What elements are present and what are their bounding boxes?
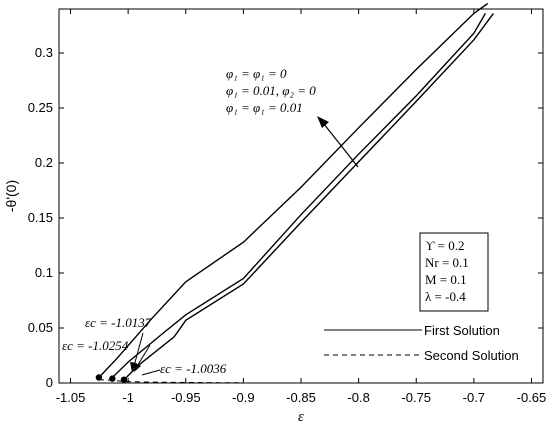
param-arrow-head [317,116,329,128]
parameter-nr: Nr = 0.1 [425,255,469,270]
y-tick-label: 0.2 [35,155,53,170]
y-tick-label: 0.3 [35,45,53,60]
parameter-lambda: λ = -0.4 [425,289,466,304]
y-axis: 0 0.05 0.1 0.15 0.2 0.25 0.3 [28,45,543,390]
parameter-box: ϒ = 0.2 Nr = 0.1 M = 0.1 λ = -0.4 [419,232,489,312]
x-tick-label: -0.85 [286,390,316,405]
y-tick-label: 0 [46,375,53,390]
first-solution-line-2 [111,13,487,378]
critical-points [95,374,128,383]
eps-c-arrow-2 [135,344,151,369]
critical-point-marker [95,374,103,381]
parameter-box-frame [419,232,489,312]
first-solution-line-1 [98,2,489,378]
eps-c-label-3: εc = -1.0036 [160,361,227,376]
first-solution-line-3 [123,12,494,381]
param-label-2: φ₁ = 0.01, φ₂ = 0 [226,83,316,98]
eps-c-annotations: εc = -1.0137 εc = -1.0254 εc = -1.0036 [62,315,227,376]
x-axis: -1.05 -1 -0.95 -0.9 -0.85 -0.8 -0.75 -0.7 -0.65 [56,9,547,405]
param-arrow [319,118,359,168]
eps-c-arrow-2-head [134,363,141,372]
x-tick-label: -1.05 [56,390,86,405]
legend: First Solution Second Solution [324,323,519,363]
param-annotation: φ₁ = φ₁ = 0 φ₁ = 0.01, φ₂ = 0 φ₁ = φ₁ = … [226,66,359,168]
y-tick-label: 0.25 [28,100,53,115]
critical-point-marker [120,376,128,383]
x-axis-label: ε [298,409,304,425]
x-tick-label: -1 [122,390,134,405]
param-label-1: φ₁ = φ₁ = 0 [226,66,287,81]
eps-c-label-2: εc = -1.0254 [62,338,129,353]
x-tick-label: -0.9 [232,390,254,405]
y-tick-label: 0.05 [28,320,53,335]
eps-c-label-1: εc = -1.0137 [85,315,152,330]
x-tick-label: -0.95 [171,390,201,405]
legend-second-solution: Second Solution [424,348,519,363]
y-axis-label: -θ'(0) [3,180,19,212]
x-tick-label: -0.65 [517,390,547,405]
x-tick-label: -0.7 [463,390,485,405]
parameter-upsilon: ϒ = 0.2 [425,238,464,253]
x-tick-label: -0.75 [401,390,431,405]
y-tick-label: 0.1 [35,265,53,280]
x-tick-label: -0.8 [347,390,369,405]
eps-c-arrow-1 [133,332,144,367]
parameter-m: M = 0.1 [425,272,467,287]
param-label-3: φ₁ = φ₁ = 0.01 [226,100,303,115]
y-tick-label: 0.15 [28,210,53,225]
second-solution-line-4 [98,379,244,384]
critical-point-marker [109,375,116,382]
eps-c-arrow-3 [141,369,161,376]
legend-first-solution: First Solution [424,323,500,338]
